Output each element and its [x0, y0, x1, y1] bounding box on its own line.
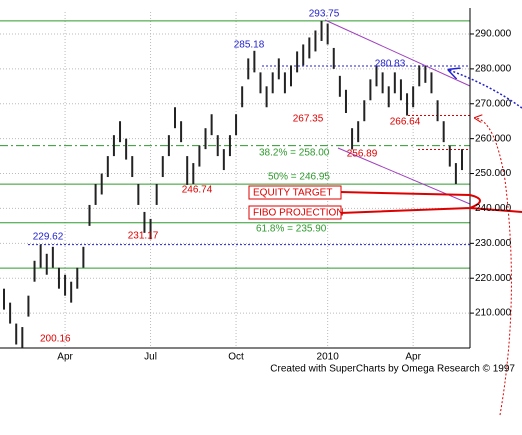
- y-tick-label: 290.000: [475, 29, 512, 40]
- annotation: 38.2% = 258.00: [259, 148, 330, 159]
- annotation: 50% = 246.95: [268, 172, 330, 183]
- channel-line: [324, 19, 471, 87]
- arrow: [339, 191, 522, 214]
- annotation: 231.17: [128, 231, 159, 242]
- y-tick-label: 250.000: [475, 168, 512, 179]
- x-tick-label: Jul: [144, 352, 157, 363]
- annotation: 293.75: [309, 9, 340, 20]
- annotation: 256.89: [347, 149, 378, 160]
- arrow: [449, 70, 522, 109]
- annotation: 280.83: [375, 59, 406, 70]
- annotation: 267.35: [293, 114, 324, 125]
- y-tick-label: 280.000: [475, 64, 512, 75]
- y-tick-label: 230.000: [475, 238, 512, 249]
- credit: Created with SuperCharts by Omega Resear…: [270, 364, 515, 375]
- annotation: 266.64: [390, 117, 421, 128]
- box: [248, 185, 342, 200]
- box-label: FIBO PROJECTION: [253, 208, 344, 219]
- annotation: 229.62: [33, 232, 64, 243]
- box: [248, 205, 342, 220]
- annotation: 61.8% = 235.90: [256, 224, 327, 235]
- y-tick-label: 260.000: [475, 133, 512, 144]
- annotation: 200.16: [40, 334, 71, 345]
- x-tick-label: Apr: [405, 352, 421, 363]
- y-tick-label: 210.000: [475, 308, 512, 319]
- x-tick-label: Oct: [228, 352, 244, 363]
- annotation: 285.18: [234, 40, 265, 51]
- x-tick-label: 2010: [317, 352, 340, 363]
- box-label: EQUITY TARGET: [253, 188, 332, 199]
- annotation: 246.74: [182, 185, 213, 196]
- x-tick-label: Apr: [57, 352, 73, 363]
- y-tick-label: 240.000: [475, 203, 512, 214]
- y-tick-label: 270.000: [475, 98, 512, 109]
- y-tick-label: 220.000: [475, 273, 512, 284]
